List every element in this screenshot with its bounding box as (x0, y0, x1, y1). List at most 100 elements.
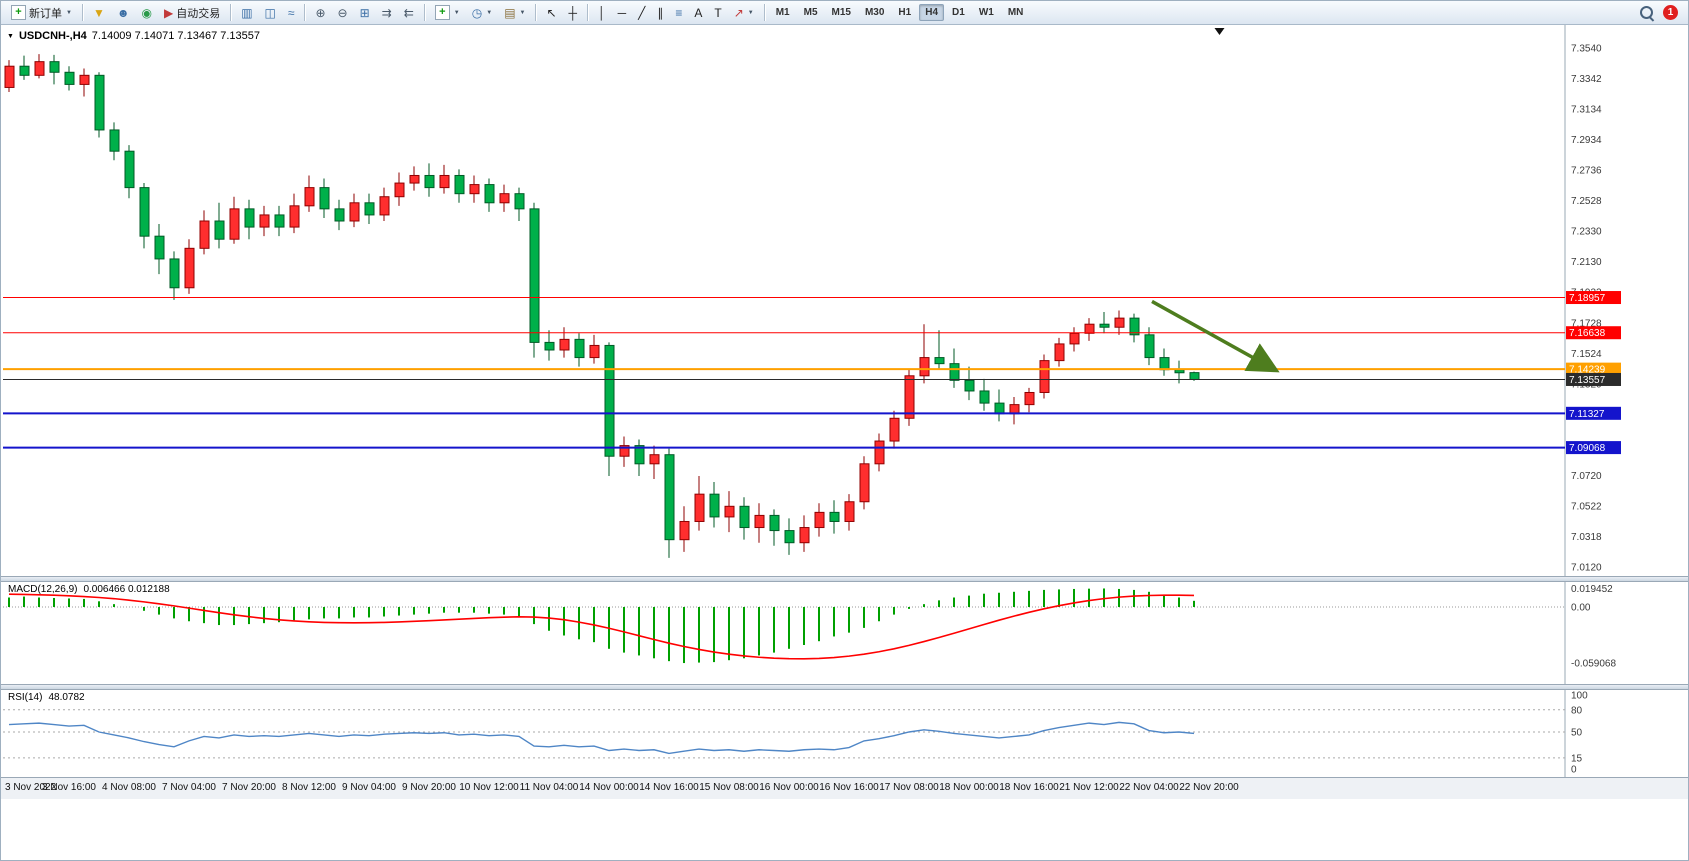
new-order-button[interactable]: + 新订单 ▼ (6, 2, 77, 24)
timeframe-m5[interactable]: M5 (803, 7, 818, 18)
rsi-splitter[interactable] (1, 684, 1688, 690)
macd-splitter[interactable] (1, 576, 1688, 582)
candle-body (859, 463, 870, 503)
timeframe-m30[interactable]: M30 (864, 7, 885, 18)
indicators-icon[interactable]: + ▼ (430, 2, 465, 24)
candle-body (904, 375, 915, 419)
time-axis[interactable]: 3 Nov 2022 3 Nov 16:00 4 Nov 08:00 7 Nov 04… (1, 777, 1688, 799)
chart-shift-marker[interactable] (1214, 28, 1225, 35)
candle-body (1039, 360, 1050, 393)
trend-arrow[interactable] (1151, 299, 1280, 373)
timeframe-d1[interactable]: D1 (952, 7, 965, 18)
macd-values: 0.006466 0.012188 (83, 584, 170, 595)
candle-body (619, 445, 630, 457)
candle-body (319, 187, 330, 210)
candle-body (274, 214, 285, 228)
time-label: 22 Nov 04:00 (1119, 782, 1179, 793)
price-badge (1566, 406, 1621, 420)
timeframe-m1[interactable]: M1 (775, 7, 790, 18)
crosshair-icon-glyph: ┼ (568, 5, 578, 20)
template-icon[interactable]: ▤ ▼ (499, 2, 530, 24)
chart-canvas[interactable]: 7.3540 7.3342 7.3134 7.2934 7.2736 7.2528 7.23… (1, 25, 1689, 861)
candle-body (649, 454, 660, 465)
rsi-label: RSI(14) 48.0782 (8, 692, 85, 703)
timeframe-m15[interactable]: M15 (831, 7, 851, 18)
candle-body (994, 402, 1005, 415)
zoom-in-icon[interactable]: ⊕ (310, 2, 330, 24)
filter-icon-glyph: ▼ (92, 5, 105, 20)
candle-body (709, 493, 720, 518)
label-icon[interactable]: T (709, 2, 726, 24)
candle-body (19, 65, 30, 76)
price-tick: 7.0720 (1571, 471, 1602, 482)
candle-body (1099, 323, 1110, 328)
chevron-down-icon: ▼ (519, 9, 526, 16)
timeframe-bar: M1 M5 M15 M30 H1 H4 D1 W1 MN (769, 4, 1031, 21)
text-icon-glyph: A (694, 5, 703, 20)
candle-body (754, 514, 765, 529)
price-tick: 7.2736 (1571, 166, 1602, 177)
candle-body (1024, 391, 1035, 406)
candle-body (94, 74, 105, 131)
community-icon[interactable]: ◉ (136, 2, 156, 24)
candle-body (664, 454, 675, 541)
candle-body (289, 205, 300, 228)
vertical-line-icon[interactable]: │ (593, 2, 611, 24)
arrows-icon[interactable]: ↗ ▼ (729, 2, 759, 24)
line-chart-icon[interactable]: ≈ (283, 2, 300, 24)
rsi-name: RSI(14) (8, 692, 43, 703)
collapse-icon[interactable]: ▼ (7, 32, 14, 40)
time-label: 11 Nov 04:00 (519, 782, 579, 793)
price-tick: 7.0318 (1571, 532, 1602, 543)
autotrade-button[interactable]: ▶ 自动交易 (159, 2, 225, 24)
chart-shift-icon-glyph: ⇇ (403, 5, 414, 20)
periods-icon-glyph: ◷ (471, 5, 483, 20)
autotrade-glyph: ▶ (163, 5, 174, 20)
candle-body (439, 174, 450, 189)
candle-body (1069, 332, 1080, 345)
auto-scroll-icon[interactable]: ⇉ (377, 2, 397, 24)
candlestick-chart-icon[interactable]: ◫ (260, 2, 281, 24)
timeframe-h4[interactable]: H4 (919, 4, 945, 21)
search-icon[interactable] (1640, 6, 1653, 19)
candle-body (4, 65, 15, 88)
notification-badge[interactable]: 1 (1663, 5, 1678, 20)
profile-icon-glyph: ☻ (116, 5, 130, 20)
trendline-icon[interactable]: ╱ (633, 2, 650, 24)
channel-icon[interactable]: ∥ (652, 2, 668, 24)
toolbar-separator (587, 4, 589, 21)
candle-body (874, 440, 885, 465)
macd-panel: 0.019452 0.00 -0.059068 (3, 584, 1616, 670)
tile-windows-icon[interactable]: ⊞ (355, 2, 375, 24)
fibonacci-icon[interactable]: ≡ (670, 2, 687, 24)
time-label: 3 Nov 16:00 (42, 782, 96, 793)
candle-body (349, 202, 360, 222)
periods-icon[interactable]: ◷ ▼ (467, 2, 497, 24)
indicators-icon-glyph: + (434, 5, 450, 20)
timeframe-h1[interactable]: H1 (898, 7, 912, 18)
profile-icon[interactable]: ☻ (112, 2, 135, 24)
crosshair-icon[interactable]: ┼ (564, 2, 583, 24)
time-label: 21 Nov 12:00 (1059, 782, 1119, 793)
horizontal-line-icon[interactable]: ─ (613, 2, 632, 24)
chart-shift-icon[interactable]: ⇇ (399, 2, 419, 24)
candle-body (919, 357, 930, 377)
zoom-out-icon[interactable]: ⊖ (333, 2, 353, 24)
timeframe-mn[interactable]: MN (1007, 7, 1024, 18)
toolbar-right: 1 (1640, 5, 1684, 20)
rsi-line (8, 721, 1195, 755)
chevron-down-icon: ▼ (453, 9, 460, 16)
timeframe-w1[interactable]: W1 (978, 7, 994, 18)
time-label: 22 Nov 20:00 (1179, 782, 1239, 793)
price-tick: 7.2934 (1571, 135, 1602, 146)
filter-icon[interactable]: ▼ (88, 2, 110, 24)
bar-chart-icon[interactable]: ▥ (236, 2, 257, 24)
text-icon[interactable]: A (689, 2, 707, 24)
price-tick: 7.0120 (1571, 563, 1602, 574)
macd-name: MACD(12,26,9) (8, 584, 78, 595)
candle-body (739, 505, 750, 529)
cursor-icon[interactable]: ↖ (541, 2, 561, 24)
horizontal-line-icon-glyph: ─ (617, 5, 627, 20)
price-tick: 7.2130 (1571, 257, 1602, 268)
